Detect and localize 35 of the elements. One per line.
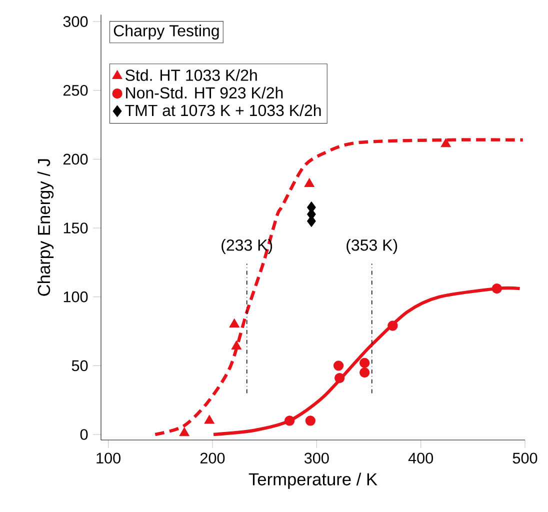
- legend-label: Non-Std. HT 923 K/2h: [126, 86, 283, 99]
- x-tick-label: 200: [200, 452, 225, 464]
- point: [360, 367, 370, 378]
- x-axis-title: Termperature / K: [248, 472, 378, 489]
- point: [440, 138, 451, 148]
- point: [334, 372, 345, 384]
- point: [204, 414, 214, 424]
- point: [304, 178, 314, 188]
- x-tick-label: 500: [512, 452, 538, 464]
- x-tick-label: 100: [96, 452, 120, 464]
- point: [305, 416, 316, 426]
- y-tick-label: 250: [63, 84, 88, 96]
- x-tick-label: 300: [304, 452, 329, 464]
- point: [229, 318, 240, 328]
- ref-line-label: (353 K): [346, 239, 398, 254]
- x-tick-label: 400: [408, 452, 434, 464]
- line-series: [154, 138, 525, 436]
- y-tick-label: 200: [63, 154, 88, 165]
- y-tick-label: 150: [64, 222, 88, 234]
- y-tick-label: 100: [64, 291, 88, 302]
- point: [388, 320, 398, 331]
- point: [284, 416, 295, 426]
- text: Charpy Testing: [114, 24, 219, 40]
- y-axis-title: Charpy Energy / J: [37, 159, 54, 296]
- point: [492, 284, 502, 294]
- legend-label: Std. HT 1033 K/2h: [126, 69, 257, 81]
- point: [231, 340, 242, 350]
- point: [360, 358, 370, 368]
- legend-label: TMT at 1073 K + 1033 K/2h: [125, 104, 321, 116]
- y-tick-label: 0: [80, 429, 88, 440]
- point: [179, 427, 190, 436]
- y-tick-label: 300: [63, 16, 88, 27]
- point: [333, 360, 344, 371]
- y-tick-label: 50: [72, 360, 88, 372]
- ref-line-label: (233 K): [222, 239, 272, 254]
